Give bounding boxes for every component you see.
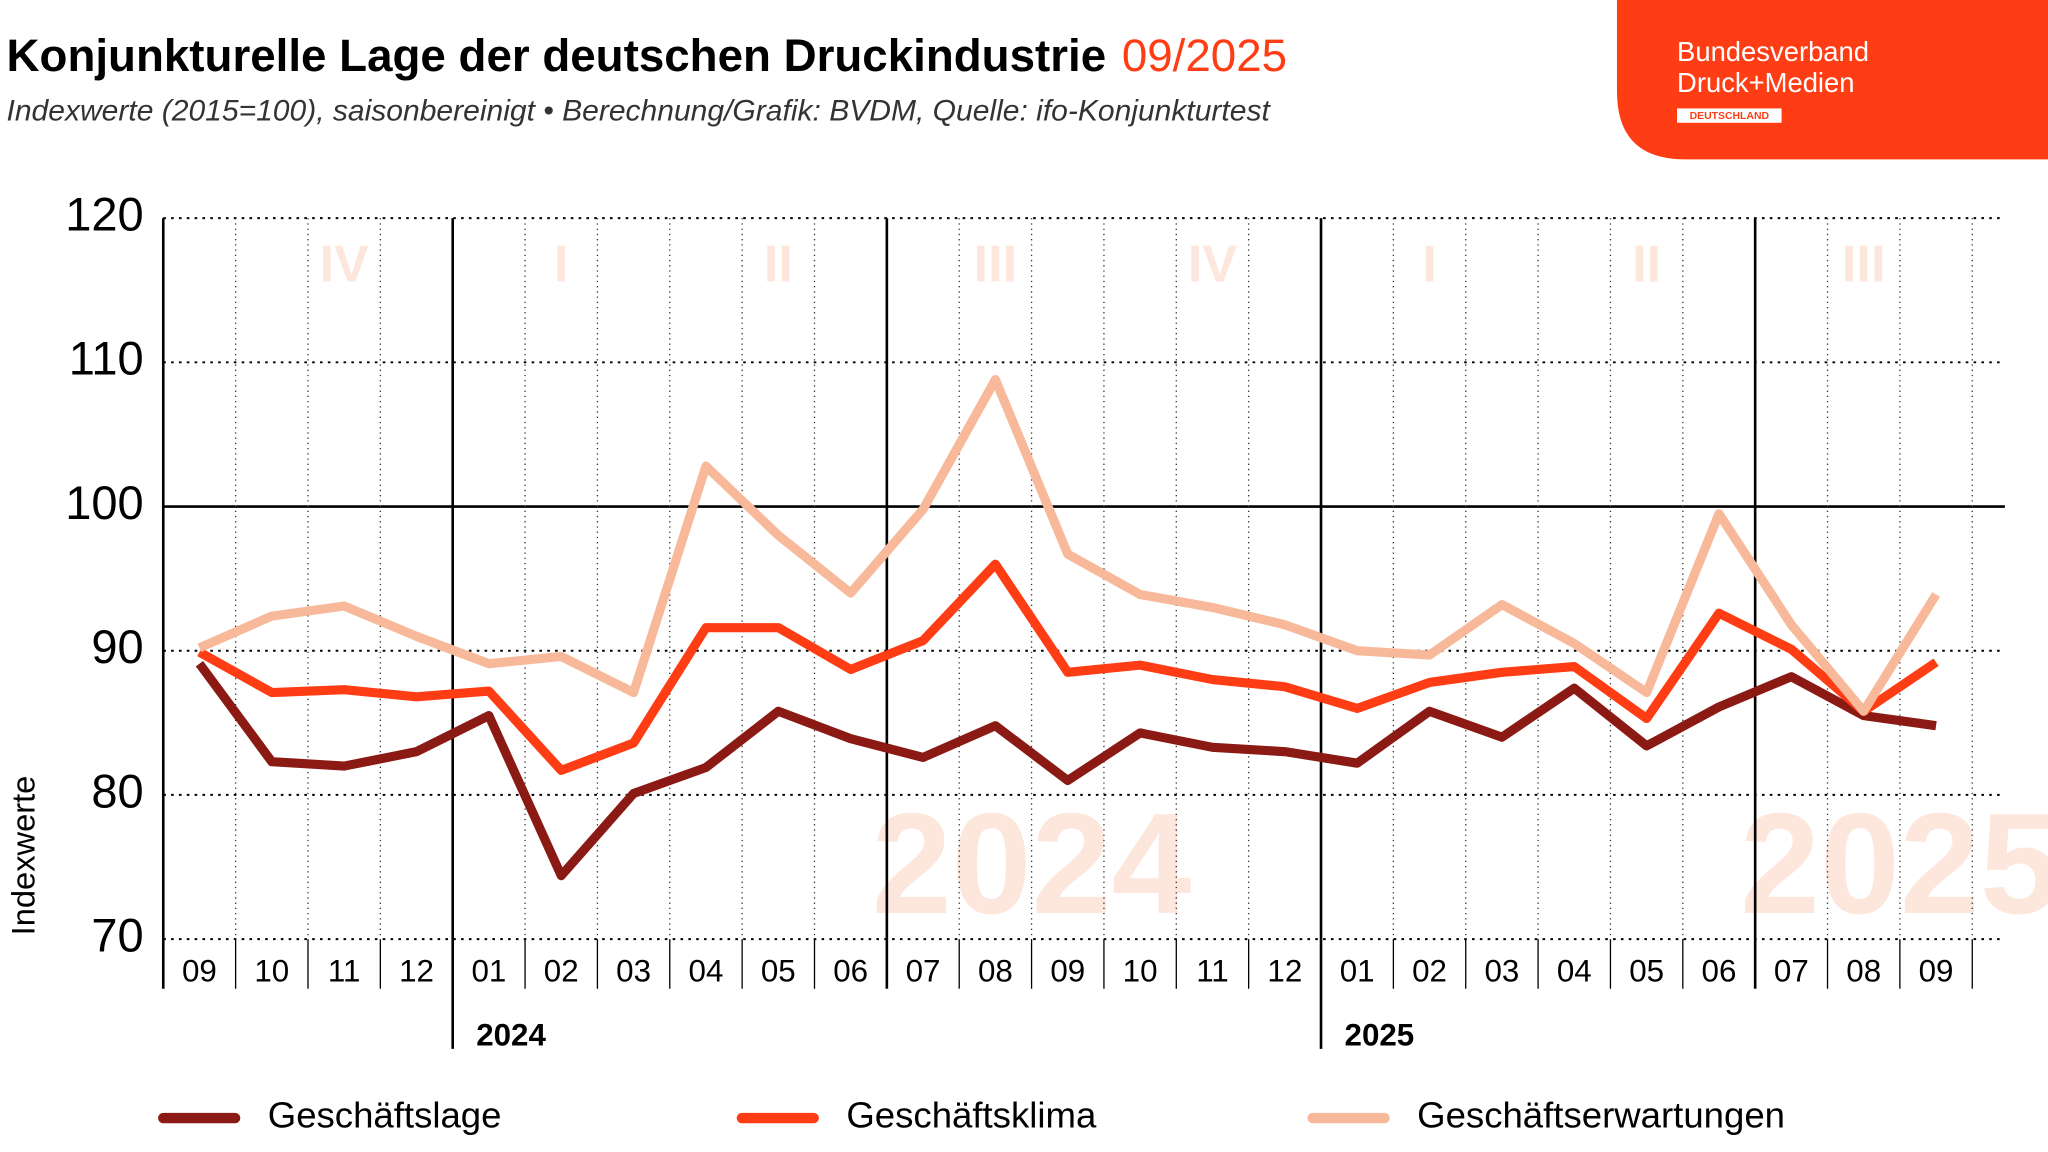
series-line [197, 375, 1940, 716]
title-date: 09/2025 [1122, 30, 1287, 81]
quarter-label: III [974, 236, 1018, 294]
x-tick-label: 12 [1267, 953, 1302, 988]
y-tick-label: 70 [91, 909, 143, 962]
x-tick-label: 07 [1774, 953, 1809, 988]
legend-label: Geschäftslage [268, 1095, 502, 1136]
x-tick-label: 03 [1484, 953, 1519, 988]
quarter-label: II [764, 236, 793, 294]
x-tick-label: 05 [1629, 953, 1664, 988]
x-tick-label: 09 [1919, 953, 1954, 988]
x-tick-label: 08 [1846, 953, 1881, 988]
subtitle: Indexwerte (2015=100), saisonbereinigt •… [7, 94, 1272, 127]
x-tick-label: 02 [544, 953, 579, 988]
x-tick-label: 11 [328, 953, 361, 988]
series-line [195, 660, 1937, 881]
year-watermark: 2024 [872, 784, 1192, 944]
logo-tag: DEUTSCHLAND [1690, 111, 1770, 122]
chart-title: Konjunkturelle Lage der deutschen Drucki… [7, 30, 1288, 81]
logo-tag-bg [1677, 108, 1782, 123]
x-tick-label: 04 [689, 953, 724, 988]
title: Konjunkturelle Lage der deutschen Drucki… [7, 30, 1107, 81]
quarter-label: III [1842, 236, 1886, 294]
x-tick-label: 03 [616, 953, 651, 988]
x-tick-label: 12 [399, 953, 434, 988]
x-tick-label: 06 [1702, 953, 1737, 988]
y-tick-label: 80 [91, 764, 143, 817]
quarter-label: I [554, 236, 569, 294]
year-label: 2024 [476, 1017, 546, 1052]
year-watermark: 2025 [1740, 784, 2048, 944]
y-tick-label: 120 [65, 188, 143, 241]
y-tick-label: 90 [91, 620, 143, 673]
x-tick-label: 10 [254, 953, 289, 988]
x-tick-label: 08 [978, 953, 1013, 988]
x-tick-label: 09 [182, 953, 217, 988]
x-tick-label: 02 [1412, 953, 1447, 988]
y-tick-label: 110 [69, 332, 144, 385]
year-label: 2025 [1345, 1017, 1415, 1052]
x-tick-label: 01 [1340, 953, 1375, 988]
x-tick-label: 11 [1196, 953, 1229, 988]
logo-text: Druck+Medien [1677, 67, 1854, 98]
x-tick-label: 01 [471, 953, 506, 988]
y-tick-label: 100 [65, 476, 143, 529]
quarter-label: IV [319, 236, 369, 294]
y-axis-label: Indexwerte [5, 776, 42, 936]
legend-label: Geschäftsklima [846, 1095, 1097, 1136]
x-tick-label: 05 [761, 953, 796, 988]
logo-text: Bundesverband [1677, 36, 1869, 67]
quarter-label: I [1422, 236, 1437, 294]
quarter-label: IV [1188, 236, 1238, 294]
x-tick-label: 04 [1557, 953, 1592, 988]
series-line [197, 559, 1939, 775]
x-tick-label: 10 [1123, 953, 1158, 988]
x-tick-label: 06 [833, 953, 868, 988]
legend-label: Geschäftserwartungen [1417, 1095, 1785, 1136]
x-tick-label: 09 [1050, 953, 1085, 988]
quarter-label: II [1632, 236, 1661, 294]
x-tick-label: 07 [906, 953, 941, 988]
